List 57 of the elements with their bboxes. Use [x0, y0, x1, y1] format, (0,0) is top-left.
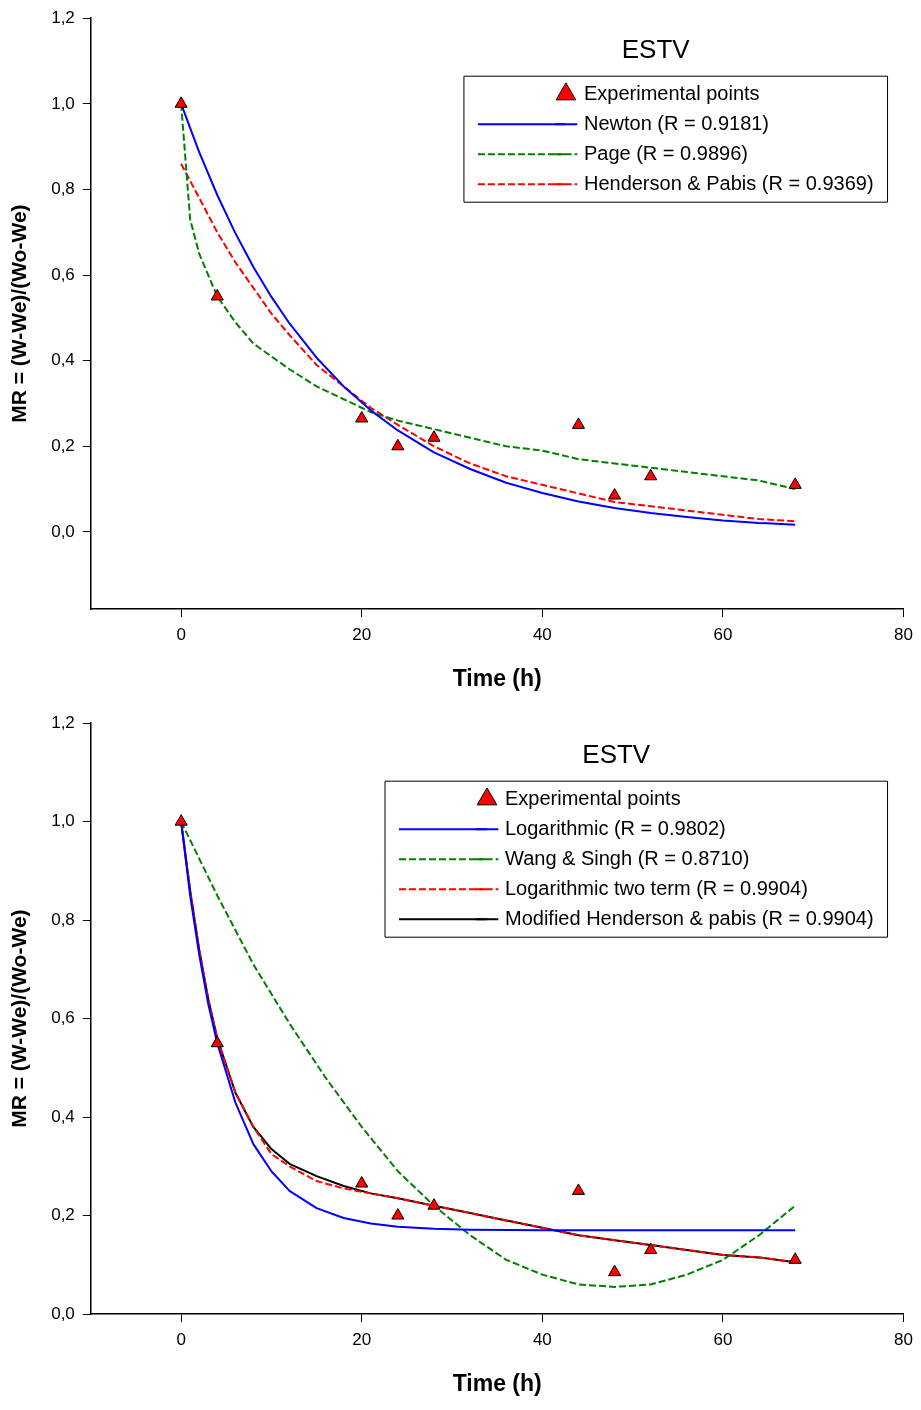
y-tick-label: 0,8: [51, 909, 75, 929]
x-tick-label: 20: [352, 1329, 372, 1349]
point: [427, 1198, 441, 1210]
x-tick-label: 40: [532, 1329, 552, 1349]
point: [427, 430, 441, 442]
y-tick-label: 1,0: [51, 811, 75, 831]
x-tick-label: 80: [894, 1329, 914, 1349]
y-tick-label: 0,8: [51, 179, 75, 199]
x-tick-label: 60: [713, 1329, 733, 1349]
x-axis-title: Time (h): [452, 664, 542, 691]
x-tick-label: 40: [532, 624, 552, 644]
legend-label: Page (R = 0.9896): [583, 141, 748, 164]
x-tick-label: 0: [176, 624, 186, 644]
y-tick-label: 1,2: [51, 7, 75, 27]
point: [608, 1264, 622, 1277]
point: [644, 468, 658, 481]
legend-label: Logarithmic (R = 0.9802): [505, 816, 726, 839]
x-tick-label: 0: [176, 1329, 186, 1349]
point: [174, 96, 188, 108]
x-axis-title: Time (h): [452, 1369, 542, 1396]
y-axis-title: MR = (W-We)/(Wo-We): [7, 204, 31, 423]
point: [571, 417, 586, 429]
y-tick-label: 0,4: [51, 350, 75, 370]
y-tick-label: 0,2: [51, 1205, 75, 1225]
legend-label: Experimental points: [583, 81, 760, 104]
y-tick-label: 1,2: [51, 712, 75, 732]
point: [355, 410, 369, 423]
point: [391, 1208, 405, 1220]
y-tick-label: 0,2: [51, 436, 75, 455]
text: ESTV: [582, 739, 651, 771]
y-tick-label: 0,4: [51, 1106, 75, 1126]
y-tick-label: 0,6: [51, 264, 75, 284]
y-tick-label: 0,0: [51, 1303, 75, 1323]
point: [210, 288, 224, 301]
x-tick-label: 80: [894, 624, 914, 644]
point: [355, 1176, 369, 1188]
y-tick-label: 0,6: [51, 1008, 75, 1028]
point: [571, 1183, 586, 1195]
point: [644, 1242, 658, 1254]
point: [210, 1035, 224, 1048]
legend-label: Henderson & Pabis (R = 0.9369): [583, 171, 874, 194]
legend-label: Logarithmic two term (R = 0.9904): [505, 876, 808, 899]
y-tick-label: 0,0: [51, 521, 75, 541]
point: [174, 814, 188, 826]
text: ESTV: [621, 34, 690, 66]
point: [391, 438, 405, 451]
point: [608, 488, 622, 500]
legend-label: Experimental points: [505, 786, 681, 809]
x-tick-label: 20: [352, 624, 372, 644]
legend-label: Newton (R = 0.9181): [583, 111, 770, 134]
x-tick-label: 60: [713, 624, 733, 644]
point: [788, 1252, 802, 1264]
legend-label: Modified Henderson & pabis (R = 0.9904): [505, 906, 874, 929]
y-axis-title: MR = (W-We)/(Wo-We): [7, 909, 31, 1128]
legend-label: Wang & Singh (R = 0.8710): [505, 846, 750, 869]
point: [788, 477, 802, 489]
y-tick-label: 1,0: [51, 93, 75, 113]
